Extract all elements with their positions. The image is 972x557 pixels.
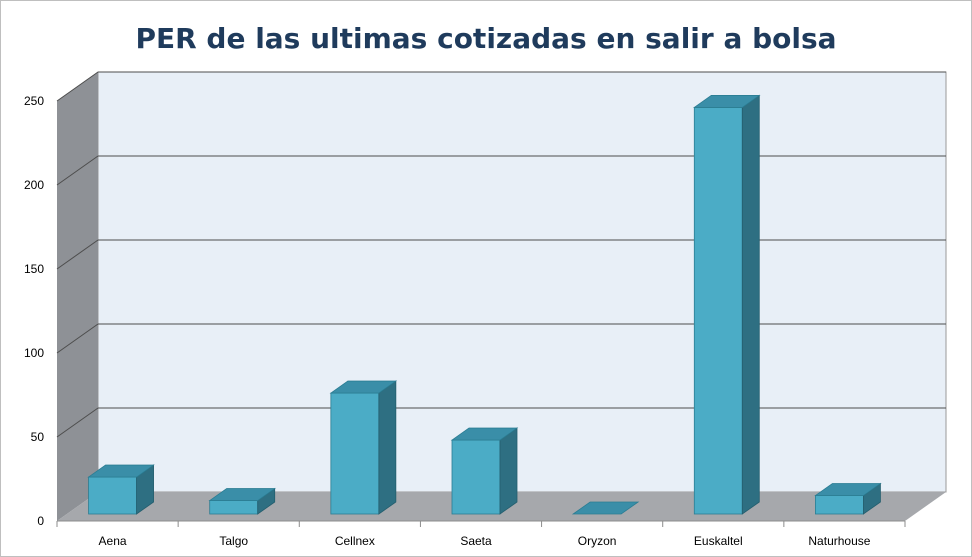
bar-top xyxy=(208,488,276,501)
bar-naturhouse xyxy=(814,482,882,515)
gridline-side xyxy=(56,239,99,270)
bar-side xyxy=(741,94,760,515)
side-wall xyxy=(57,72,98,521)
y-tick-label: 0 xyxy=(37,514,44,528)
x-tick-label: Saeta xyxy=(460,534,492,548)
bar-top xyxy=(87,464,155,478)
bar-euskaltel xyxy=(693,94,761,515)
bar-oryzon xyxy=(571,501,640,515)
y-tick-label: 200 xyxy=(24,178,44,192)
bar-front xyxy=(815,495,864,515)
x-tick-label: Naturhouse xyxy=(808,534,870,548)
bar-front xyxy=(693,107,743,515)
bar-top xyxy=(329,380,398,394)
chart-title: PER de las ultimas cotizadas en salir a … xyxy=(135,22,837,55)
back-wall xyxy=(97,71,947,493)
bar-front xyxy=(88,476,137,515)
x-tick-label: Euskaltel xyxy=(694,534,743,548)
bar-side xyxy=(378,380,397,515)
bar-side xyxy=(499,427,518,515)
bar-talgo xyxy=(208,487,276,515)
x-tick-label: Talgo xyxy=(219,534,248,548)
y-tick-label: 50 xyxy=(31,430,45,444)
bar-cellnex xyxy=(329,380,398,515)
y-tick-label: 100 xyxy=(24,346,44,360)
bar-aena xyxy=(87,464,155,515)
gridline-side xyxy=(56,407,99,438)
bar-top xyxy=(450,427,519,441)
y-tick-label: 150 xyxy=(24,262,44,276)
bar-front xyxy=(451,439,501,515)
bar-top xyxy=(693,95,761,108)
bar-front xyxy=(330,392,380,515)
bar-front xyxy=(209,500,259,515)
bar-top xyxy=(814,483,882,496)
y-tick-label: 250 xyxy=(24,94,44,108)
bar-top xyxy=(571,501,640,515)
x-tick-label: Oryzon xyxy=(578,534,617,548)
gridline-side xyxy=(56,155,99,186)
x-tick-label: Cellnex xyxy=(335,534,375,548)
gridline-side xyxy=(56,323,99,354)
gridline-side xyxy=(56,71,99,102)
bar-saeta xyxy=(450,427,519,515)
x-tick-label: Aena xyxy=(99,534,127,548)
